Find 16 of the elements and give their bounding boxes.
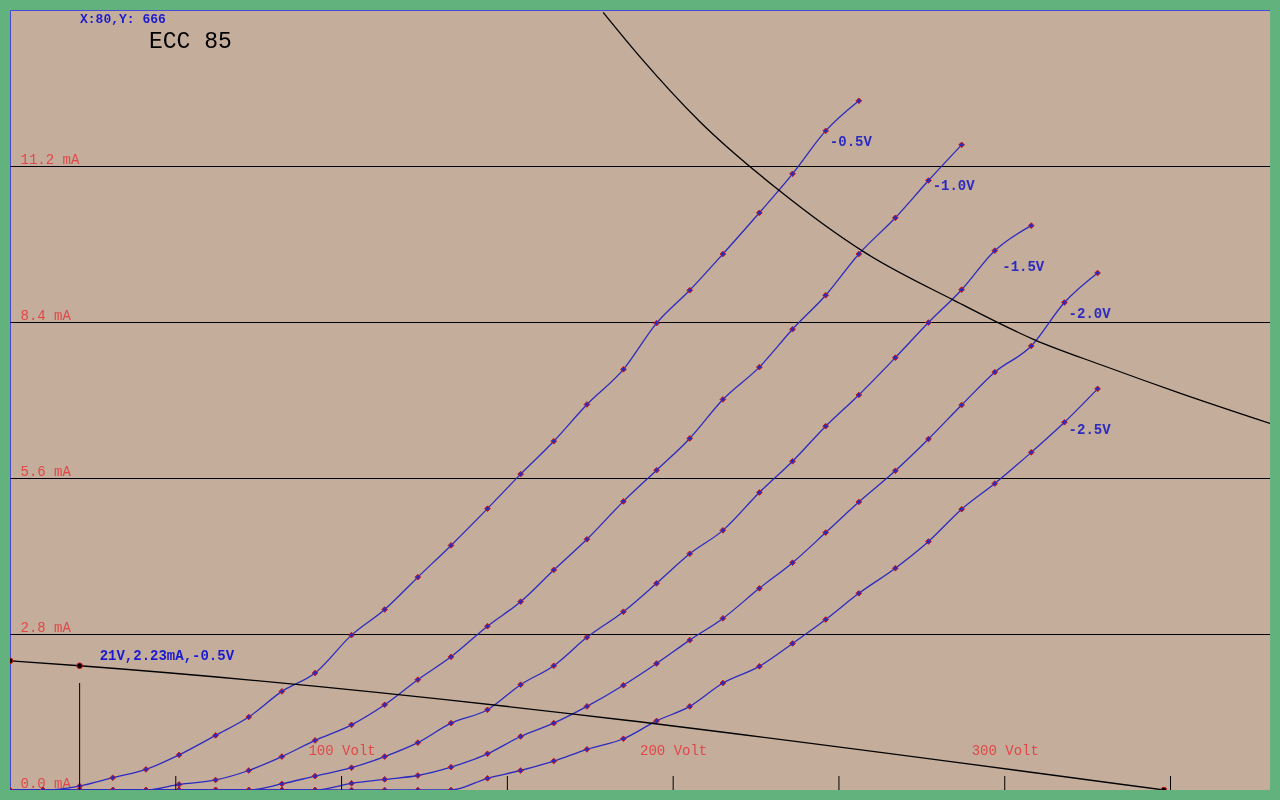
- y-tick-label: 8.4 mA: [20, 307, 72, 324]
- y-tick-label: 5.6 mA: [20, 463, 72, 480]
- x-tick-label: 300 Volt: [971, 742, 1039, 759]
- series-label: -2.5V: [1068, 421, 1112, 438]
- series-label: -1.5V: [1002, 258, 1045, 275]
- annotation: X:80,Y: 666: [80, 12, 167, 27]
- series-label: -2.0V: [1068, 305, 1112, 322]
- text: ECC 85: [149, 29, 232, 55]
- series-label: -0.5V: [829, 133, 873, 150]
- y-tick-label: 0.0 mA: [20, 775, 72, 792]
- y-tick-label: 2.8 mA: [20, 619, 72, 636]
- annotation: 21V,2.23mA,-0.5V: [99, 647, 235, 664]
- x-tick-label: 200 Volt: [640, 742, 708, 759]
- y-tick-label: 11.2 mA: [20, 151, 80, 168]
- x-tick-label: 100 Volt: [308, 742, 376, 759]
- series-label: -1.0V: [932, 177, 976, 194]
